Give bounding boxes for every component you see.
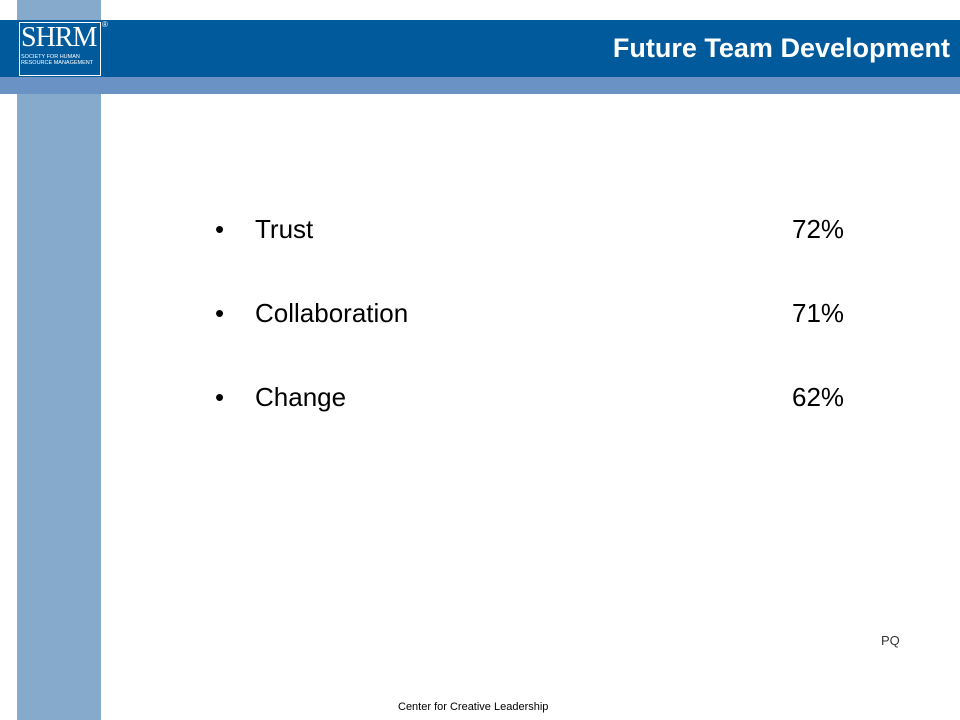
logo-mark: SHRM bbox=[21, 22, 97, 53]
footer-credit: Center for Creative Leadership bbox=[398, 701, 549, 713]
corner-note: PQ bbox=[881, 633, 900, 648]
header-bar bbox=[0, 20, 960, 77]
item-label: Collaboration bbox=[255, 298, 409, 328]
list-item: • Trust 72% bbox=[215, 214, 875, 298]
item-value: 62% bbox=[792, 382, 845, 412]
item-value: 72% bbox=[792, 214, 845, 244]
bullet-marker: • bbox=[215, 382, 225, 412]
bullet-marker: • bbox=[215, 214, 225, 244]
bullet-marker: • bbox=[215, 298, 225, 328]
slide-title: Future Team Development bbox=[612, 33, 950, 63]
bullet-list: • Trust 72% • Collaboration 71% • Change… bbox=[215, 214, 875, 466]
header-sub-bar bbox=[0, 77, 960, 94]
logo-tagline: Society for Human Resource Management bbox=[21, 54, 94, 66]
list-item: • Collaboration 71% bbox=[215, 298, 875, 382]
item-value: 71% bbox=[792, 298, 845, 328]
item-label: Trust bbox=[255, 214, 314, 244]
side-stripe bbox=[17, 0, 101, 720]
logo-frame bbox=[19, 22, 101, 76]
item-label: Change bbox=[255, 382, 347, 412]
shrm-logo: SHRM ® Society for Human Resource Manage… bbox=[17, 20, 108, 77]
logo-registered-mark: ® bbox=[102, 20, 108, 29]
list-item: • Change 62% bbox=[215, 382, 875, 466]
